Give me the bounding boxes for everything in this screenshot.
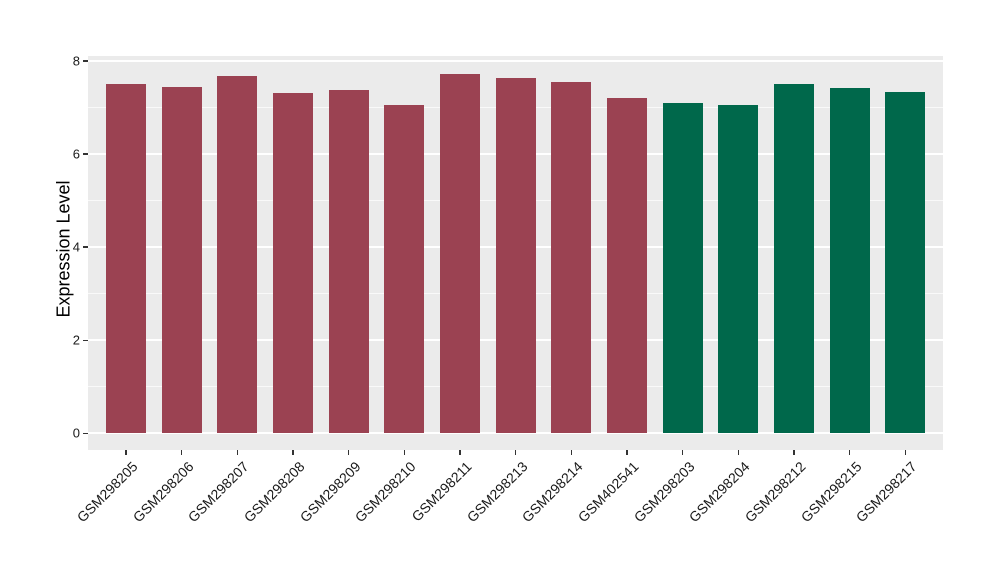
y-tick-mark	[83, 246, 88, 248]
x-tick-mark	[292, 450, 294, 455]
x-tick-label: GSM298212	[741, 458, 809, 526]
y-tick-label: 6	[72, 146, 80, 162]
bar	[662, 102, 703, 434]
y-tick-label: 4	[72, 239, 80, 255]
y-tick-mark	[83, 153, 88, 155]
y-tick-mark	[83, 432, 88, 435]
x-tick-mark	[849, 450, 851, 455]
x-tick-mark	[793, 450, 795, 455]
x-tick-mark	[904, 450, 907, 455]
x-tick-mark	[682, 450, 684, 455]
bar	[495, 77, 536, 434]
y-tick-label: 2	[72, 332, 80, 348]
x-tick-mark	[403, 450, 406, 455]
bar	[328, 89, 369, 434]
x-tick-mark	[181, 450, 183, 455]
x-tick-label: GSM402541	[574, 458, 642, 526]
gridline-major	[88, 432, 943, 435]
x-tick-mark	[236, 450, 239, 455]
bar	[718, 105, 759, 434]
x-tick-label: GSM298208	[240, 458, 308, 526]
y-tick-mark	[83, 60, 88, 62]
gridline-major	[88, 59, 943, 62]
y-tick-mark	[83, 339, 88, 341]
bar	[161, 87, 202, 434]
x-tick-mark	[515, 450, 517, 455]
bar	[439, 74, 480, 434]
bar	[384, 104, 425, 434]
bar	[829, 87, 870, 434]
bar	[551, 82, 592, 434]
y-tick-label: 8	[72, 53, 80, 69]
x-tick-mark	[570, 450, 573, 455]
x-tick-mark	[737, 450, 740, 455]
bar	[217, 75, 258, 434]
x-tick-mark	[348, 450, 350, 455]
x-tick-mark	[125, 450, 127, 455]
bar	[885, 91, 926, 434]
x-tick-label: GSM298211	[408, 458, 475, 525]
x-tick-label: GSM298205	[73, 458, 141, 526]
bar	[773, 84, 814, 434]
bar	[606, 98, 647, 434]
y-tick-label: 0	[72, 425, 80, 441]
bar	[272, 92, 313, 434]
x-tick-mark	[626, 450, 628, 455]
x-tick-mark	[459, 450, 461, 455]
bar	[105, 84, 146, 434]
